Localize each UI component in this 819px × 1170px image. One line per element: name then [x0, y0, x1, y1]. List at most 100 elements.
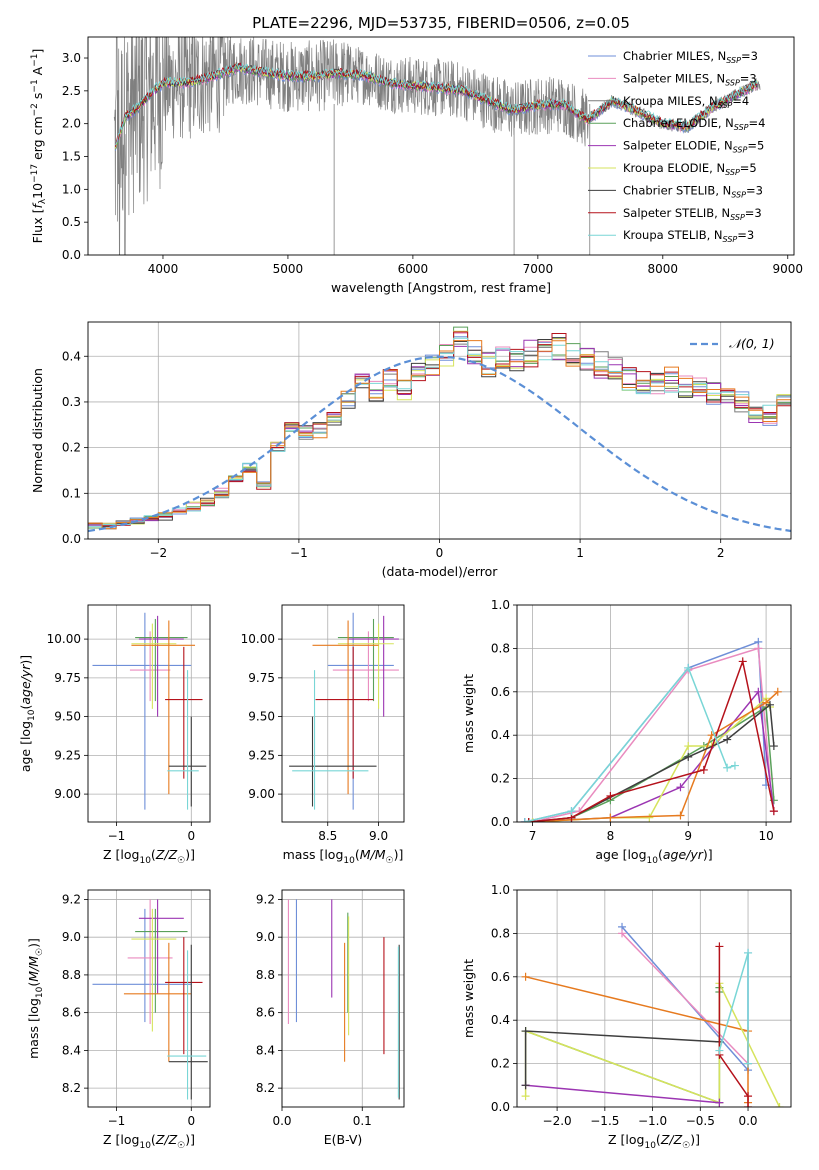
- weight_vs_z-marker: [744, 948, 753, 957]
- weight_vs_z-series-6: [524, 1030, 720, 1086]
- spectrum-ytick-label: 0.5: [62, 215, 81, 229]
- legend-label-2: Kroupa MILES, NSSP=4: [623, 94, 749, 110]
- age_vs_mass-xtick-label: 9.0: [369, 829, 388, 843]
- normal-legend-label: 𝒩(0, 1): [729, 336, 775, 351]
- legend-label-1: Salpeter MILES, NSSP=3: [623, 71, 757, 87]
- weight_vs_z-ytick-label: 1.0: [491, 883, 510, 897]
- spectrum-xlabel: wavelength [Angstrom, rest frame]: [331, 280, 551, 295]
- weight_vs_age-ytick-label: 0.8: [491, 641, 510, 655]
- weight_vs_age-xtick-label: 8: [607, 829, 615, 843]
- age_vs_z-ytick-label: 10.00: [47, 632, 81, 646]
- age_vs_mass-xlabel: mass [log10(M/M☉)]: [283, 847, 404, 866]
- histogram-series-5: [88, 330, 791, 525]
- spectrum-ytick-label: 3.0: [62, 51, 81, 65]
- weight_vs_age-xlabel: age [log10(age/yr)]: [595, 847, 712, 866]
- spectrum-xtick-label: 8000: [648, 262, 679, 276]
- weight_vs_z-lines: [521, 922, 784, 1107]
- legend-label-0: Chabrier MILES, NSSP=3: [623, 49, 758, 65]
- mass_vs_z-ytick-label: 9.2: [62, 892, 81, 906]
- weight_vs_age-series-3: [524, 689, 775, 822]
- mass_vs_ebv-ytick-label: 8.2: [256, 1081, 275, 1095]
- weight_vs_z-series-2: [525, 976, 749, 1103]
- weight_vs_age-marker: [645, 813, 654, 822]
- mass_vs_z-ytick-label: 8.4: [62, 1043, 81, 1057]
- residuals-xtick-label: 0: [436, 546, 444, 560]
- weight_vs_age-marker: [676, 783, 685, 792]
- weight_vs_z-marker: [715, 942, 724, 951]
- residuals-ytick-label: 0.1: [62, 486, 81, 500]
- weight_vs_age-xtick-label: 10: [758, 829, 773, 843]
- histogram-series-2: [88, 343, 791, 530]
- age_vs_z-ylabel: age [log10(age/yr)]: [18, 655, 37, 772]
- weight_vs_z-marker: [744, 1103, 753, 1107]
- weight_vs_age-marker: [723, 735, 732, 744]
- weight_vs_age-lines: [520, 637, 782, 822]
- observed-spectrum-line: [113, 37, 761, 255]
- weight_vs_z-ytick-label: 0.0: [491, 1100, 510, 1114]
- spectrum-traces: [113, 37, 761, 255]
- weight_vs_z-series-1: [621, 932, 749, 1065]
- normal-curve-line: [88, 355, 791, 533]
- weight_vs_age-marker: [684, 742, 693, 751]
- mass_vs_z-ytick-label: 9.0: [62, 930, 81, 944]
- weight_vs_age-marker: [699, 765, 708, 774]
- weight_vs_age-marker: [684, 663, 693, 672]
- age_vs_z-xtick-label: −1: [108, 829, 126, 843]
- weight_vs_age-xtick-label: 7: [529, 829, 537, 843]
- weight_vs_z-marker: [715, 1046, 724, 1055]
- weight_vs_z-ylabel: mass weight: [461, 959, 476, 1038]
- weight_vs_age-ytick-label: 0.4: [491, 728, 510, 742]
- residuals-xtick-label: 2: [717, 546, 725, 560]
- weight_vs_age-frame: [516, 604, 792, 823]
- mass_vs_z-xtick-label: 0: [187, 1114, 195, 1128]
- residuals-xlabel: (data-model)/error: [382, 564, 499, 579]
- model-line-6: [115, 62, 758, 146]
- mass_vs_z-errorbars: [92, 899, 208, 1100]
- legend-label-7: Salpeter STELIB, NSSP=3: [623, 206, 762, 222]
- weight_vs_z-series-8: [718, 952, 749, 1064]
- mass_vs_z-ytick-label: 8.8: [62, 968, 81, 982]
- spectrum-ytick-label: 1.0: [62, 182, 81, 196]
- weight_vs_age-ylabel: mass weight: [461, 674, 476, 753]
- mass_vs_z-ytick-label: 8.2: [62, 1081, 81, 1095]
- weight_vs_z-marker: [521, 972, 530, 981]
- mass_vs_ebv-errorbars: [287, 899, 400, 1100]
- weight_vs_age-marker: [738, 657, 747, 666]
- weight_vs_age-marker: [773, 687, 782, 696]
- weight_vs_age-series-2: [532, 705, 775, 822]
- age_vs_mass-ytick-label: 9.00: [248, 787, 275, 801]
- spectrum-xtick-label: 6000: [398, 262, 429, 276]
- residuals-ytick-label: 0.3: [62, 395, 81, 409]
- mass_vs_ebv-ytick-label: 8.8: [256, 968, 275, 982]
- weight_vs_z-xtick-label: −1.0: [638, 1114, 667, 1128]
- histogram-steps: [88, 326, 791, 533]
- model-line-7: [115, 62, 758, 147]
- weight_vs_age-series-0: [524, 640, 767, 822]
- weight_vs_age-marker: [730, 761, 739, 770]
- spectrum-ytick-label: 2.0: [62, 117, 81, 131]
- weight_vs_age-xtick-label: 9: [684, 829, 692, 843]
- model-line-8: [115, 62, 758, 146]
- spectrum-ytick-label: 1.5: [62, 150, 81, 164]
- age_vs_z-frame: [87, 604, 211, 823]
- weight_vs_age-ytick-label: 0.2: [491, 772, 510, 786]
- age_vs_z-xtick-label: 0: [187, 829, 195, 843]
- weight_vs_z-marker: [521, 1081, 530, 1090]
- weight_vs_age-series-7: [528, 658, 775, 822]
- weight_vs_z-xtick-label: 0.0: [738, 1114, 757, 1128]
- weight_vs_age-marker: [524, 818, 533, 822]
- residuals-ylabel: Normed distribution: [30, 368, 45, 493]
- residuals-ytick-label: 0.2: [62, 441, 81, 455]
- legend-label-8: Kroupa STELIB, NSSP=3: [623, 228, 754, 244]
- age_vs_z-ytick-label: 9.25: [54, 748, 81, 762]
- weight_vs_z-ytick-label: 0.6: [491, 970, 510, 984]
- legend-label-4: Salpeter ELODIE, NSSP=5: [623, 139, 764, 155]
- weight_vs_age-marker: [754, 644, 763, 653]
- weight_vs_z-marker: [744, 1059, 753, 1068]
- weight_vs_z-marker: [521, 1027, 530, 1036]
- weight_vs_age-marker: [684, 752, 693, 761]
- weight_vs_z-xtick-label: −1.5: [590, 1114, 619, 1128]
- weight_vs_age-series-6: [528, 703, 775, 822]
